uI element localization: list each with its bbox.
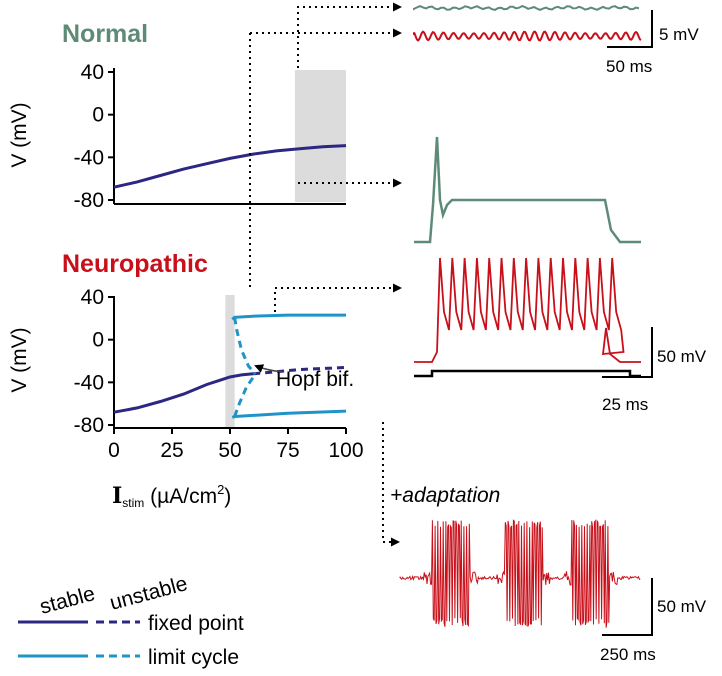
bottom-limit-cycle-stable-line-3 <box>232 411 346 417</box>
bottom-y-tick-label: 40 <box>81 286 104 309</box>
bottom-x-tick-label: 50 <box>218 439 241 462</box>
hopf-bifurcation-label: Hopf bif. <box>276 368 354 391</box>
top-y-axis-label: V (mV) <box>8 102 31 167</box>
top-panel: 40 0 -40 -80 <box>74 61 346 212</box>
bottom-x-axis-label: Istim (µA/cm2) <box>112 482 231 510</box>
bottom-x-tick-label: 100 <box>328 439 363 462</box>
xlabel-close: ) <box>224 485 231 508</box>
top-y-tick-label: 40 <box>81 61 104 84</box>
voltage-traces <box>400 6 641 628</box>
bottom-y-tick-label: -80 <box>74 414 104 437</box>
neuropathic-resting-trace <box>414 32 641 41</box>
normal-step-response-trace <box>414 137 641 242</box>
scalebar-50ms-label: 50 ms <box>606 57 652 76</box>
legend-fixed-point-label: fixed point <box>148 612 244 635</box>
stimulus-step-trace <box>414 371 641 376</box>
top-y-ticks: 40 0 -40 -80 <box>74 61 114 212</box>
adaptation-connector <box>383 422 398 542</box>
adaptation-label: +adaptation <box>390 484 500 507</box>
xlabel-units: (µA/cm <box>144 485 217 508</box>
bottom-y-tick-label: 0 <box>92 329 104 352</box>
neuro-spike-connector <box>275 288 400 312</box>
normal-resting-connector <box>298 7 400 68</box>
bottom-x-tick-label: 0 <box>108 439 120 462</box>
bottom-x-tick-label: 75 <box>276 439 299 462</box>
bottom-limit-cycle-stable-line-2 <box>232 315 346 319</box>
adaptation-burst-trace <box>400 520 640 628</box>
bottom-shaded-region <box>225 295 234 427</box>
scalebar-5mv-label: 5 mV <box>659 25 699 44</box>
top-shaded-region <box>295 70 346 202</box>
scalebar-5mv-50ms <box>607 10 652 47</box>
scalebar-50mv-a-label: 50 mV <box>657 347 707 366</box>
scalebar-50mv-b-label: 50 mV <box>657 597 707 616</box>
bottom-x-ticks: 0 25 50 75 100 <box>108 428 363 462</box>
scalebar-250ms-label: 250 ms <box>600 645 656 664</box>
xlabel-superscript: 2 <box>217 482 224 497</box>
legend-unstable-label: unstable <box>107 572 190 615</box>
xlabel-symbol: I <box>112 483 122 509</box>
top-y-tick-label: 0 <box>92 104 104 127</box>
top-y-tick-label: -40 <box>74 146 104 169</box>
xlabel-subscript: stim <box>122 496 144 510</box>
bottom-y-ticks: 40 0 -40 -80 <box>74 286 114 437</box>
legend-stable-label: stable <box>37 582 97 619</box>
bottom-y-axis-label: V (mV) <box>8 327 31 392</box>
normal-panel-title: Normal <box>62 20 148 48</box>
bottom-limit-cycle-unstable-line-4 <box>235 317 256 374</box>
legend: stable unstable fixed point limit cycle <box>18 572 244 669</box>
scalebar-25ms-label: 25 ms <box>602 395 648 414</box>
legend-limit-cycle-label: limit cycle <box>148 646 239 669</box>
bottom-limit-cycle-unstable-line-5 <box>235 374 256 417</box>
neuropathic-panel-title: Neuropathic <box>62 250 208 278</box>
top-y-tick-label: -80 <box>74 189 104 212</box>
neuropathic-spike-train-trace <box>414 258 641 362</box>
normal-resting-trace <box>414 6 639 10</box>
bottom-x-tick-label: 25 <box>160 439 183 462</box>
bottom-y-tick-label: -40 <box>74 371 104 394</box>
